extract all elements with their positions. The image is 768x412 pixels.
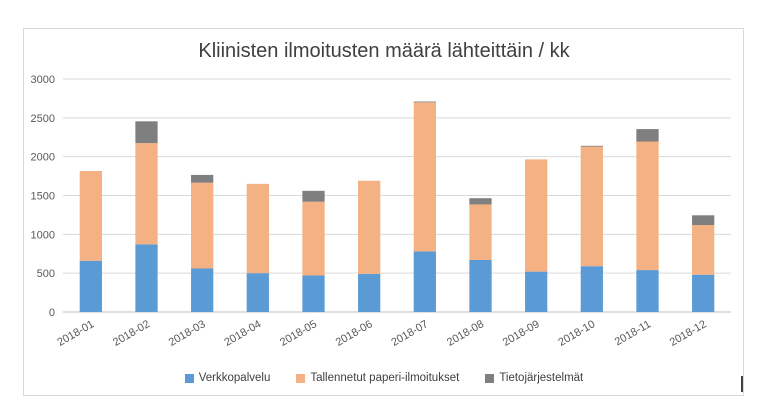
bar-segment bbox=[580, 146, 603, 267]
bar-segment bbox=[525, 159, 548, 272]
x-tick-label: 2018-07 bbox=[389, 318, 430, 349]
bar-segment bbox=[636, 270, 659, 312]
legend-swatch bbox=[184, 373, 194, 383]
edge-marker bbox=[741, 376, 743, 392]
bar-segment bbox=[580, 266, 603, 312]
x-tick-label: 2018-08 bbox=[445, 318, 486, 349]
bar-segment bbox=[469, 204, 492, 260]
legend-label: Tietojärjestelmät bbox=[499, 372, 584, 384]
bar-segment bbox=[191, 182, 214, 269]
bar-segment bbox=[191, 268, 214, 312]
x-tick-label: 2018-04 bbox=[222, 318, 263, 349]
legend-item: Tietojärjestelmät bbox=[485, 372, 583, 384]
bar-segment bbox=[358, 180, 381, 274]
bar-segment bbox=[413, 101, 436, 103]
bar-segment bbox=[692, 215, 715, 226]
x-tick-label: 2018-10 bbox=[556, 318, 597, 349]
bar-segment bbox=[79, 171, 102, 261]
bar-segment bbox=[469, 198, 492, 205]
x-tick-label: 2018-05 bbox=[278, 318, 319, 349]
x-tick-label: 2018-01 bbox=[55, 318, 96, 349]
bar-segment bbox=[692, 225, 715, 275]
legend-swatch bbox=[485, 373, 495, 383]
y-tick-label: 3000 bbox=[31, 74, 55, 86]
y-tick-label: 1000 bbox=[31, 229, 55, 241]
bar-segment bbox=[636, 141, 659, 271]
x-tick-label: 2018-12 bbox=[668, 318, 709, 349]
x-tick-label: 2018-02 bbox=[111, 318, 152, 349]
x-tick-label: 2018-11 bbox=[613, 318, 653, 348]
chart-legend: Verkkopalvelu Tallennetut paperi-ilmoituk… bbox=[0, 372, 768, 384]
bar-segment bbox=[469, 259, 492, 312]
bar-segment bbox=[302, 190, 325, 202]
chart-title: Kliinisten ilmoitusten määrä lähteittäin… bbox=[198, 40, 570, 62]
bar-segment bbox=[525, 271, 548, 312]
bar-segment bbox=[302, 201, 325, 276]
legend-item: Tallennetut paperi-ilmoitukset bbox=[296, 372, 459, 384]
y-tick-label: 1500 bbox=[31, 191, 55, 203]
bar-segment bbox=[580, 145, 603, 147]
bar-segment bbox=[246, 183, 269, 274]
bar-segment bbox=[135, 244, 158, 312]
bar-segment bbox=[636, 129, 659, 142]
x-tick-label: 2018-09 bbox=[501, 318, 542, 349]
bar-segment bbox=[246, 273, 269, 312]
bar-segment bbox=[79, 260, 102, 312]
bar-segment bbox=[358, 273, 381, 312]
y-tick-label: 2500 bbox=[31, 113, 55, 125]
y-tick-label: 2000 bbox=[31, 152, 55, 164]
bar-segment bbox=[413, 251, 436, 312]
bar-segment bbox=[302, 275, 325, 312]
bar-segment bbox=[135, 121, 158, 144]
x-tick-label: 2018-06 bbox=[334, 318, 375, 349]
legend-item: Verkkopalvelu bbox=[184, 372, 271, 384]
y-tick-label: 0 bbox=[49, 307, 55, 319]
bar-segment bbox=[191, 174, 214, 183]
legend-swatch bbox=[296, 373, 306, 383]
x-tick-label: 2018-03 bbox=[167, 318, 208, 349]
legend-label: Verkkopalvelu bbox=[198, 372, 271, 384]
legend-label: Tallennetut paperi-ilmoitukset bbox=[310, 372, 460, 384]
y-tick-label: 500 bbox=[37, 268, 55, 280]
bar-segment bbox=[135, 143, 158, 245]
bar-segment bbox=[413, 102, 436, 252]
bar-segment bbox=[692, 274, 715, 312]
